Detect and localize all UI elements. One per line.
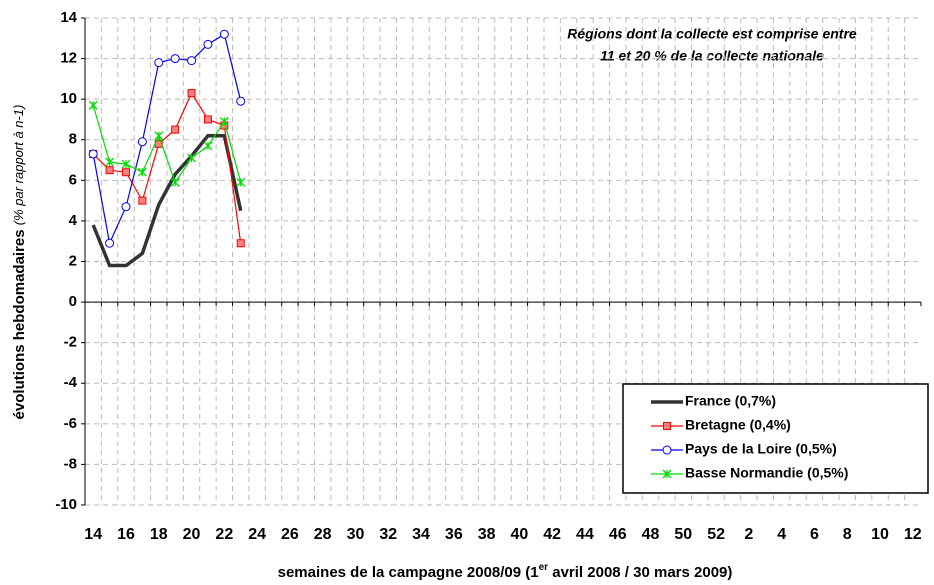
x-axis-label-a: semaines de la campagne 2008/09 (1 [278, 564, 539, 581]
legend-label: Basse Normandie (0,5%) [685, 465, 848, 481]
x-tick-label: 22 [215, 526, 233, 543]
x-tick-label: 44 [576, 526, 594, 543]
y-tick-label: 2 [69, 252, 77, 269]
marker [203, 39, 213, 49]
marker [138, 196, 147, 205]
x-tick-label: 38 [478, 526, 496, 543]
x-tick-label: 16 [117, 526, 135, 543]
marker [137, 167, 147, 177]
marker [219, 29, 229, 39]
legend-marker [663, 422, 671, 430]
marker [88, 100, 98, 110]
marker [170, 54, 180, 64]
marker [88, 149, 98, 159]
x-tick-label: 48 [642, 526, 660, 543]
x-tick-label: 40 [510, 526, 528, 543]
marker [236, 177, 246, 187]
annotation: Régions dont la collecte est comprise en… [567, 26, 857, 42]
y-tick-label: 14 [60, 9, 77, 26]
x-tick-label: 52 [707, 526, 725, 543]
x-tick-label: 26 [281, 526, 299, 543]
marker [187, 89, 196, 98]
x-tick-label: 4 [777, 526, 786, 543]
marker [105, 157, 115, 167]
marker [171, 125, 180, 134]
x-tick-label: 30 [347, 526, 365, 543]
x-tick-label: 32 [379, 526, 397, 543]
legend-marker [662, 445, 672, 455]
y-tick-label: 8 [69, 131, 77, 148]
y-tick-label: 4 [69, 212, 78, 229]
y-tick-label: -6 [64, 415, 77, 432]
marker [236, 239, 245, 248]
marker [219, 117, 229, 126]
x-tick-label: 6 [810, 526, 819, 543]
y-tick-label: 0 [69, 293, 77, 310]
x-tick-label: 24 [248, 526, 266, 543]
y-tick-label: 6 [69, 171, 77, 188]
legend-marker [662, 469, 672, 479]
marker [154, 131, 164, 141]
marker [121, 202, 131, 212]
y-axis-label-note: (% par rapport à n-1) [11, 105, 26, 226]
x-tick-label: 18 [150, 526, 168, 543]
y-tick-label: 10 [60, 90, 77, 107]
x-tick-label: 2 [744, 526, 753, 543]
marker [203, 141, 213, 151]
marker [203, 115, 212, 124]
legend-label: France (0,7%) [685, 393, 776, 409]
y-tick-label: -2 [64, 334, 77, 351]
marker [154, 58, 164, 68]
marker [121, 159, 131, 169]
marker [105, 238, 115, 248]
series-line [92, 91, 242, 244]
x-tick-label: 8 [843, 526, 852, 543]
legend-label: Pays de la Loire (0,5%) [685, 441, 837, 457]
x-tick-label: 14 [84, 526, 102, 543]
legend-label: Bretagne (0,4%) [685, 417, 791, 433]
marker [236, 96, 246, 106]
x-axis-label-b: avril 2008 / 30 mars 2009) [548, 564, 732, 581]
marker [187, 153, 197, 163]
series-line [92, 105, 242, 184]
marker [121, 168, 130, 177]
x-tick-label: 50 [674, 526, 692, 543]
marker [170, 177, 180, 187]
annotation: 11 et 20 % de la collecte nationale [600, 48, 824, 64]
series-line [91, 133, 243, 268]
x-tick-label: 12 [904, 526, 922, 543]
y-axis-label: évolutions hebdomadaires (% par rapport … [11, 105, 28, 420]
y-tick-label: -10 [55, 496, 77, 513]
x-tick-label: 46 [609, 526, 627, 543]
x-tick-label: 36 [445, 526, 463, 543]
x-tick-label: 42 [543, 526, 561, 543]
marker [187, 56, 197, 66]
marker [137, 137, 147, 147]
x-tick-label: 20 [183, 526, 201, 543]
x-axis-label: semaines de la campagne 2008/09 (1er avr… [278, 562, 733, 581]
y-tick-label: -8 [64, 455, 77, 472]
series-line [92, 33, 242, 246]
y-tick-label: 12 [60, 50, 77, 67]
x-axis-label-sup: er [539, 562, 549, 573]
x-tick-label: 34 [412, 526, 430, 543]
y-tick-label: -4 [64, 374, 78, 391]
x-tick-label: 28 [314, 526, 332, 543]
y-axis-label-main: évolutions hebdomadaires [11, 229, 28, 419]
x-tick-label: 10 [871, 526, 889, 543]
marker [105, 166, 114, 175]
